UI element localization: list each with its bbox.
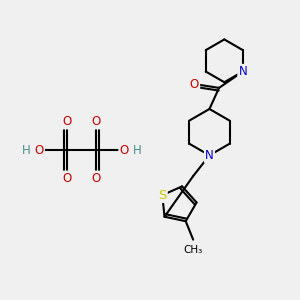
- Text: H: H: [22, 143, 30, 157]
- Text: O: O: [92, 115, 101, 128]
- Text: O: O: [62, 172, 71, 185]
- Text: O: O: [62, 115, 71, 128]
- Text: N: N: [205, 149, 214, 162]
- Text: O: O: [34, 143, 44, 157]
- Text: S: S: [158, 189, 166, 202]
- Text: O: O: [190, 78, 199, 92]
- Text: N: N: [238, 65, 247, 78]
- Text: O: O: [92, 172, 101, 185]
- Text: O: O: [119, 143, 129, 157]
- Text: CH₃: CH₃: [184, 245, 203, 255]
- Text: H: H: [133, 143, 142, 157]
